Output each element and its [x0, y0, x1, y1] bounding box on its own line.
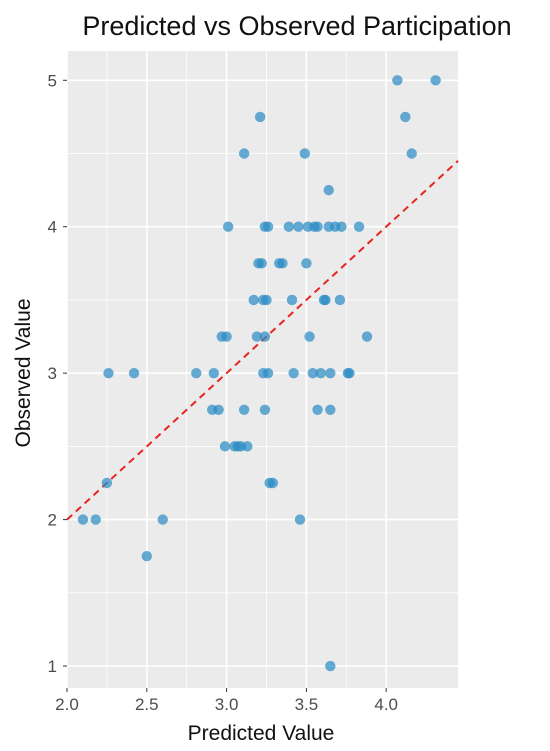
data-point: [320, 294, 331, 306]
data-point: [77, 514, 89, 525]
data-point: [277, 258, 288, 269]
data-point: [157, 514, 168, 525]
chart-title: Predicted vs Observed Participation: [82, 11, 511, 41]
data-point: [242, 441, 253, 452]
data-points: [77, 75, 441, 672]
data-point: [334, 294, 346, 306]
x-tick-label: 4.0: [374, 695, 398, 714]
x-tick-label: 2.0: [55, 695, 79, 714]
data-point: [248, 294, 259, 306]
data-point: [103, 367, 114, 379]
data-point: [294, 514, 306, 525]
data-point: [288, 367, 299, 379]
data-point: [312, 221, 323, 232]
data-point: [261, 294, 272, 306]
data-point: [221, 331, 232, 342]
data-point: [101, 477, 113, 489]
data-point: [213, 404, 224, 415]
data-point: [392, 75, 403, 86]
data-point: [259, 404, 271, 415]
data-point: [353, 221, 365, 232]
data-point: [262, 367, 274, 379]
data-point: [315, 367, 326, 379]
data-point: [325, 367, 336, 379]
data-point: [299, 148, 310, 159]
data-point: [128, 367, 140, 379]
y-tick-label: 1: [48, 657, 57, 676]
data-point: [312, 404, 323, 415]
data-point: [222, 221, 234, 232]
y-tick-label: 5: [48, 71, 57, 90]
data-point: [256, 258, 267, 269]
data-point: [336, 221, 347, 232]
data-point: [430, 75, 441, 86]
data-point: [361, 331, 373, 342]
data-point: [208, 367, 220, 379]
data-point: [406, 148, 417, 159]
x-tick-label: 3.0: [215, 695, 239, 714]
x-axis-ticks: 2.0 2.5 3.0 3.5 4.0: [55, 688, 398, 714]
data-point: [191, 367, 202, 379]
data-point: [283, 221, 295, 232]
y-tick-label: 3: [48, 364, 57, 383]
data-point: [301, 258, 312, 269]
x-tick-label: 2.5: [135, 695, 159, 714]
data-point: [141, 551, 152, 562]
data-point: [251, 331, 263, 342]
data-point: [400, 111, 411, 123]
data-point: [238, 404, 250, 415]
data-point: [304, 331, 315, 342]
data-point: [259, 331, 271, 342]
data-point: [323, 184, 334, 196]
data-point: [238, 148, 250, 159]
data-point: [293, 221, 304, 232]
y-axis-title: Observed Value: [12, 298, 35, 447]
y-axis-ticks: 1 2 3 4 5: [48, 71, 67, 676]
data-point: [286, 294, 298, 306]
data-point: [325, 404, 336, 415]
x-tick-label: 3.5: [295, 695, 319, 714]
data-point: [344, 367, 355, 379]
data-point: [219, 441, 231, 452]
y-tick-label: 2: [48, 511, 57, 530]
data-point: [325, 660, 336, 672]
data-point: [262, 221, 274, 232]
data-point: [90, 514, 101, 525]
data-point: [254, 111, 266, 123]
x-axis-title: Predicted Value: [188, 722, 335, 745]
data-point: [267, 477, 279, 489]
y-tick-label: 4: [48, 218, 57, 237]
data-point: [307, 367, 318, 379]
